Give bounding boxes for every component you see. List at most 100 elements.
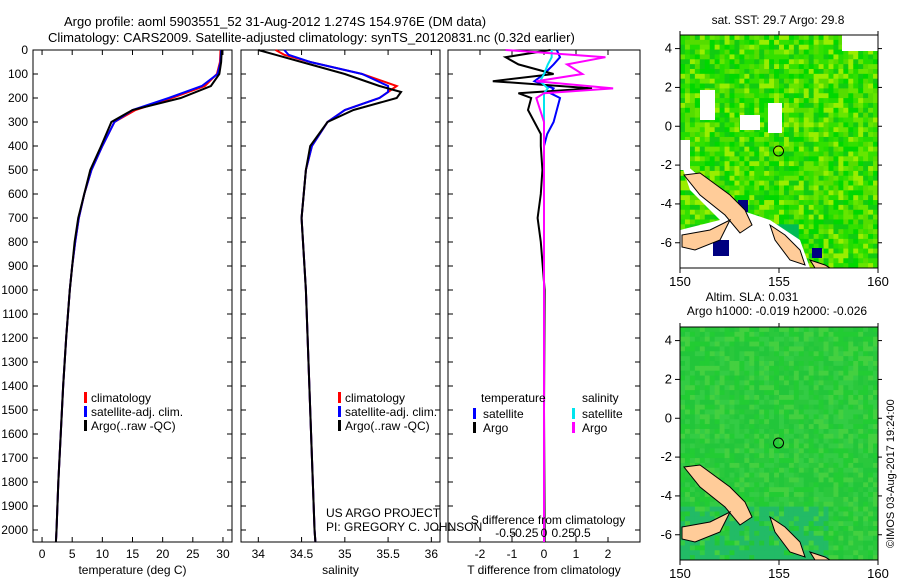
map-cell [684, 516, 691, 522]
map-cell [719, 404, 726, 411]
map-cell [769, 331, 775, 338]
map-cell [734, 170, 740, 177]
map-cell [699, 506, 706, 512]
map-cell [863, 521, 869, 527]
map-cell [873, 93, 879, 99]
map-cell [724, 54, 730, 60]
map-cell [838, 351, 844, 357]
map-cell [684, 521, 691, 527]
map-cell [828, 501, 834, 508]
map-cell [808, 419, 815, 425]
map-cell [833, 44, 839, 51]
map-cell [798, 185, 805, 191]
map-cell [813, 530, 820, 537]
map-cell [823, 404, 829, 411]
map-cell [684, 336, 691, 343]
map-cell [769, 385, 775, 391]
map-cell [774, 424, 780, 430]
map-cell [709, 327, 716, 333]
map-cell [769, 351, 775, 357]
map-cell [808, 54, 815, 60]
map-cell [873, 530, 879, 537]
map-cell [813, 195, 820, 201]
map-cell [818, 132, 825, 138]
map-cell [863, 448, 869, 454]
map-cell [779, 93, 785, 99]
map-cell [843, 93, 849, 99]
map-cell [714, 122, 721, 128]
map-cell [754, 477, 760, 483]
map-cell [808, 424, 815, 430]
map-cell [724, 88, 730, 94]
map-cell [858, 170, 864, 177]
map-cell [689, 195, 696, 201]
map-cell [788, 501, 795, 508]
map-cell [734, 127, 740, 133]
map-cell [798, 409, 805, 415]
map-cell [689, 501, 696, 508]
map-cell [828, 117, 834, 123]
map-cell [754, 487, 760, 493]
map-cell [704, 141, 711, 148]
map-cell [863, 555, 869, 561]
map-cell [813, 477, 820, 483]
series-line-satellite-adj-clim- [54, 49, 223, 543]
map-cell [714, 161, 721, 167]
map-cell [788, 351, 795, 357]
map-cell [754, 336, 760, 343]
sla-map-subtitle: Argo h1000: -0.019 h2000: -0.026 [687, 304, 867, 318]
map-cell [689, 492, 696, 498]
map-cell [848, 136, 854, 143]
map-cell [818, 161, 825, 167]
map-cell [704, 341, 711, 347]
map-cell [868, 487, 874, 493]
map-cell [749, 209, 755, 216]
map-cell [823, 132, 829, 138]
map-cell [798, 78, 805, 85]
map-cell [803, 170, 810, 177]
map-cell [734, 112, 740, 119]
map-cell [699, 73, 706, 80]
map-cell [729, 409, 735, 415]
map-cell [684, 506, 691, 512]
map-cell [689, 44, 696, 51]
map-cell [769, 467, 775, 474]
map-cell [838, 443, 844, 449]
map-cell [808, 458, 815, 464]
map-cell [803, 78, 810, 85]
map-cell [818, 438, 825, 444]
map-cell [680, 404, 686, 411]
map-cell [813, 380, 820, 386]
map-cell [858, 224, 864, 230]
map-cell [803, 214, 810, 220]
map-cell [689, 112, 696, 119]
map-cell [779, 59, 785, 65]
map-cell [818, 166, 825, 172]
map-cell [848, 117, 854, 123]
map-cell [808, 180, 815, 186]
map-cell [828, 356, 834, 362]
map-cell [838, 492, 844, 498]
map-cell [833, 511, 839, 517]
map-cell [779, 132, 785, 138]
map-cell [828, 248, 834, 254]
map-cell [798, 390, 805, 396]
map-cell [853, 555, 859, 561]
map-cell [749, 331, 755, 338]
map-cell [798, 501, 805, 508]
map-cell [694, 68, 701, 75]
map-cell [704, 44, 711, 51]
map-cell [808, 492, 815, 498]
map-cell [729, 341, 735, 347]
map-cell [759, 356, 765, 362]
map-cell [793, 516, 800, 522]
map-cell [833, 458, 839, 464]
map-cell [699, 545, 706, 551]
map-cell [779, 39, 785, 46]
map-cell [838, 394, 844, 401]
map-cell [764, 166, 770, 172]
map-cell [689, 54, 696, 60]
map-cell [724, 112, 730, 119]
map-cell [818, 156, 825, 162]
